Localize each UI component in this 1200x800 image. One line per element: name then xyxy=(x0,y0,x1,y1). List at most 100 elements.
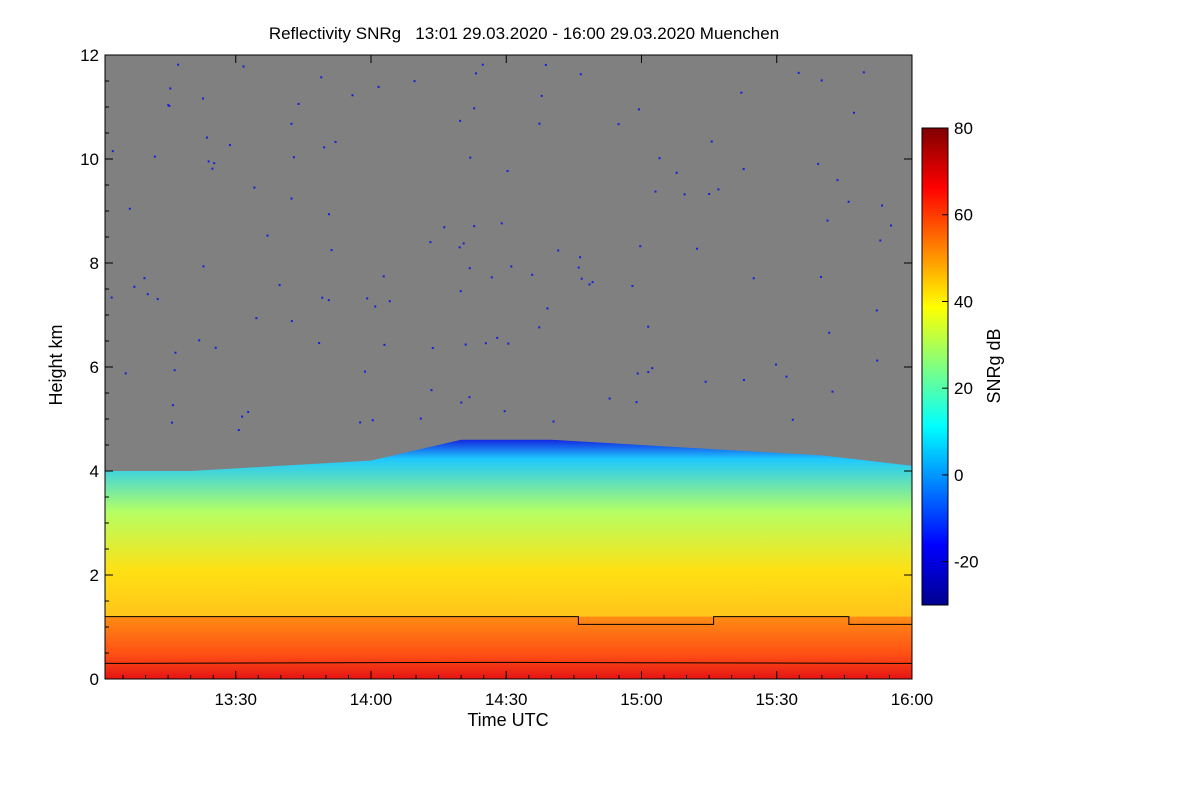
x-axis-label: Time UTC xyxy=(467,710,548,730)
noise-speckle xyxy=(579,256,582,259)
x-tick-label: 15:00 xyxy=(620,690,663,709)
y-tick-label: 0 xyxy=(90,670,99,689)
noise-speckle xyxy=(826,219,829,222)
noise-speckle xyxy=(580,277,583,280)
noise-speckle xyxy=(177,63,180,66)
noise-speckle xyxy=(205,136,208,139)
noise-speckle xyxy=(717,188,720,191)
noise-speckle xyxy=(174,351,177,354)
noise-speckle xyxy=(647,325,650,328)
noise-speckle xyxy=(173,369,176,372)
noise-speckle xyxy=(323,146,326,149)
noise-speckle xyxy=(321,296,324,299)
noise-speckle xyxy=(637,108,640,111)
noise-speckle xyxy=(198,339,201,342)
noise-speckle xyxy=(828,331,831,334)
noise-speckle xyxy=(579,73,582,76)
x-tick-label: 13:30 xyxy=(214,690,257,709)
noise-speckle xyxy=(797,71,800,74)
noise-speckle xyxy=(377,85,380,88)
noise-speckle xyxy=(124,372,127,375)
noise-speckle xyxy=(330,249,333,252)
noise-speckle xyxy=(327,299,330,302)
noise-speckle xyxy=(658,157,661,160)
noise-speckle xyxy=(460,401,463,404)
noise-speckle xyxy=(876,359,879,362)
noise-speckle xyxy=(496,336,499,339)
noise-speckle xyxy=(591,281,594,284)
noise-speckle xyxy=(881,204,884,207)
noise-speckle xyxy=(429,241,432,244)
noise-speckle xyxy=(473,107,476,110)
noise-speckle xyxy=(510,265,513,268)
noise-speckle xyxy=(334,140,337,143)
noise-speckle xyxy=(290,122,293,125)
low-echo-layer xyxy=(105,616,912,679)
noise-speckle xyxy=(128,207,131,210)
noise-speckle xyxy=(290,320,293,323)
noise-speckle xyxy=(875,309,878,312)
noise-speckle xyxy=(774,363,777,366)
noise-speckle xyxy=(266,234,269,237)
noise-speckles xyxy=(110,63,892,432)
y-tick-label: 8 xyxy=(90,254,99,273)
noise-speckle xyxy=(156,298,159,301)
noise-speckle xyxy=(253,186,256,189)
noise-speckle xyxy=(459,290,462,293)
noise-speckle xyxy=(468,396,471,399)
noise-speckle xyxy=(255,317,258,320)
overlay-line xyxy=(105,616,912,625)
noise-speckle xyxy=(785,375,788,378)
noise-speckle xyxy=(290,197,293,200)
noise-speckle xyxy=(546,307,549,310)
colorbar-tick-label: 20 xyxy=(954,379,973,398)
noise-speckle xyxy=(202,265,205,268)
noise-speckle xyxy=(318,342,321,345)
noise-speckle xyxy=(297,102,300,105)
noise-speckle xyxy=(708,193,711,196)
noise-speckle xyxy=(292,156,295,159)
y-tick-label: 4 xyxy=(90,462,99,481)
noise-speckle xyxy=(635,401,638,404)
noise-speckle xyxy=(169,87,172,90)
noise-speckle xyxy=(481,63,484,66)
noise-speckle xyxy=(328,213,331,216)
noise-speckle xyxy=(110,296,113,299)
noise-speckle xyxy=(383,343,386,346)
noise-speckle xyxy=(430,389,433,392)
noise-speckle xyxy=(366,297,369,300)
overlay-lines xyxy=(105,616,912,664)
noise-speckle xyxy=(636,372,639,375)
colorbar-ticks: -20 0 20 40 60 80 xyxy=(942,119,979,572)
noise-speckle xyxy=(374,305,377,308)
noise-speckle xyxy=(207,160,210,163)
noise-speckle xyxy=(847,200,850,203)
noise-speckle xyxy=(202,97,205,100)
noise-speckle xyxy=(740,91,743,94)
noise-speckle xyxy=(214,346,217,349)
noise-speckle xyxy=(213,162,216,165)
noise-speckle xyxy=(820,79,823,82)
noise-speckle xyxy=(675,171,678,174)
colorbar-strip xyxy=(921,127,949,606)
noise-speckle xyxy=(468,267,471,270)
noise-speckle xyxy=(889,224,892,227)
noise-speckle xyxy=(464,343,467,346)
noise-speckle xyxy=(817,162,820,165)
noise-speckle xyxy=(278,284,281,287)
noise-speckle xyxy=(171,404,174,407)
y-axis-label: Height km xyxy=(46,324,66,405)
noise-speckle xyxy=(133,285,136,288)
colorbar-tick-label: 80 xyxy=(954,119,973,138)
noise-speckle xyxy=(540,94,543,97)
noise-speckle xyxy=(577,266,580,269)
noise-speckle xyxy=(462,242,465,245)
noise-speckle xyxy=(742,378,745,381)
noise-speckle xyxy=(167,104,170,107)
noise-speckle xyxy=(791,418,794,421)
noise-speckle xyxy=(608,397,611,400)
noise-speckle xyxy=(531,273,534,276)
noise-speckle xyxy=(469,156,472,159)
overlay-line xyxy=(105,661,912,664)
